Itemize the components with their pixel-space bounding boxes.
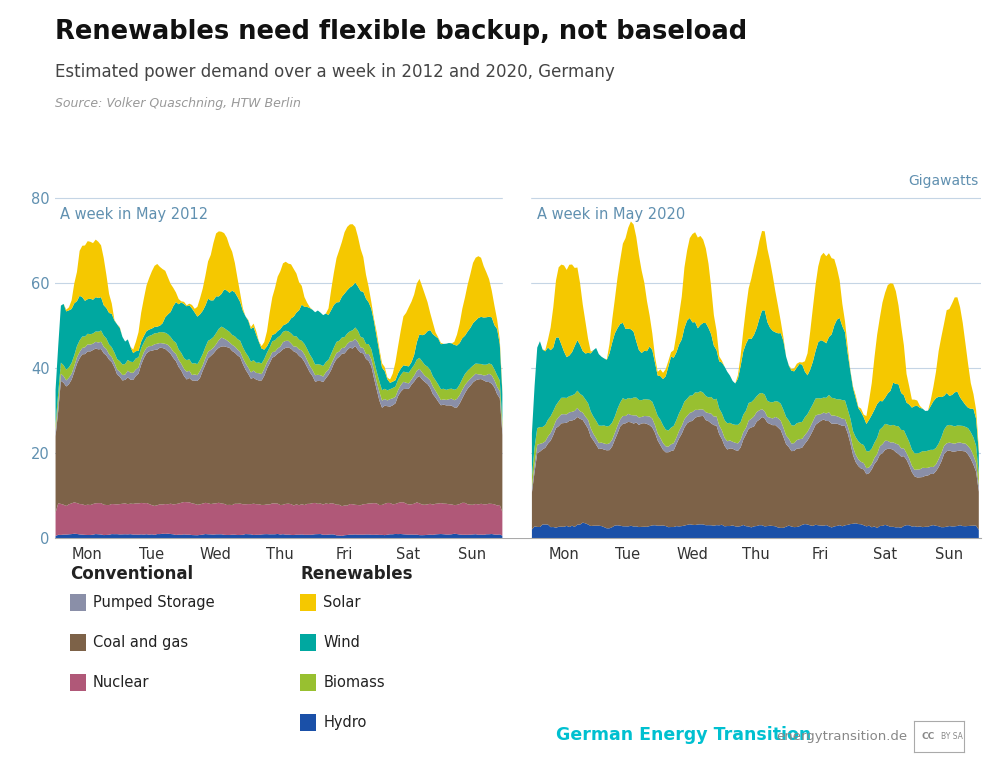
Text: Nuclear: Nuclear: [93, 675, 149, 691]
Text: Conventional: Conventional: [70, 565, 193, 583]
Text: Solar: Solar: [323, 595, 360, 611]
Text: Estimated power demand over a week in 2012 and 2020, Germany: Estimated power demand over a week in 20…: [55, 63, 615, 81]
Text: Renewables: Renewables: [300, 565, 412, 583]
Text: A week in May 2012: A week in May 2012: [60, 207, 208, 221]
Text: German Energy Transition: German Energy Transition: [556, 726, 811, 744]
Text: Hydro: Hydro: [323, 715, 366, 731]
Text: Coal and gas: Coal and gas: [93, 635, 188, 651]
Text: Wind: Wind: [323, 635, 360, 651]
Text: Source: Volker Quaschning, HTW Berlin: Source: Volker Quaschning, HTW Berlin: [55, 97, 301, 110]
Text: energytransition.de: energytransition.de: [776, 730, 907, 743]
Text: Pumped Storage: Pumped Storage: [93, 595, 215, 611]
Bar: [504, 177, 531, 538]
Text: CC: CC: [922, 732, 935, 741]
Text: BY SA: BY SA: [941, 732, 963, 741]
Text: A week in May 2020: A week in May 2020: [537, 207, 685, 221]
Text: Renewables need flexible backup, not baseload: Renewables need flexible backup, not bas…: [55, 19, 747, 45]
Text: Gigawatts: Gigawatts: [908, 174, 978, 188]
Text: Biomass: Biomass: [323, 675, 385, 691]
